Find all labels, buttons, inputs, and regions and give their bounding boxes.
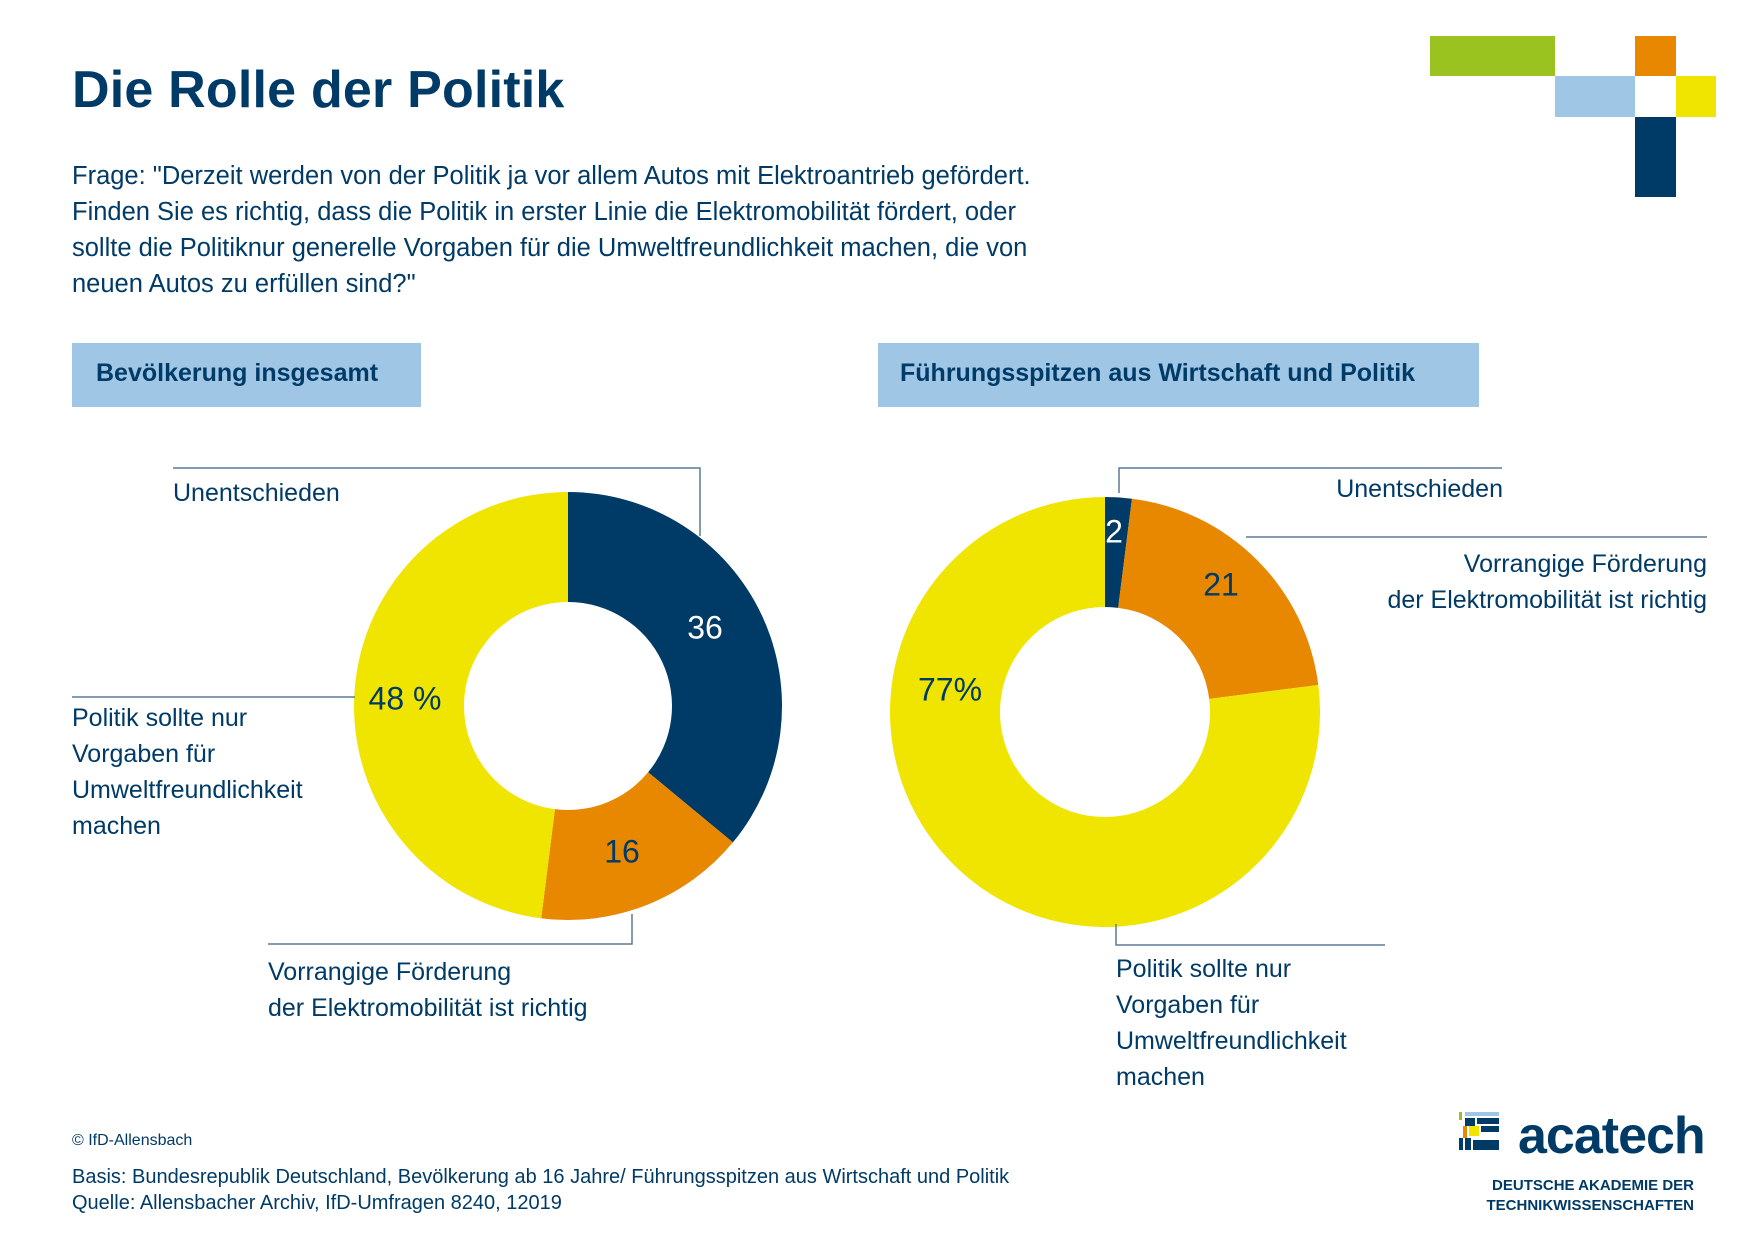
- deco-block-navy: [1635, 117, 1676, 197]
- label-line: Vorrangige Förderung: [268, 958, 512, 986]
- leader-line: [268, 914, 633, 945]
- survey-question: Frage: "Derzeit werden von der Politik j…: [72, 158, 1192, 302]
- label-line: Vorrangige Förderung: [1463, 550, 1707, 578]
- data-label-undecided-leaders: 2: [1105, 513, 1123, 549]
- source-text: Quelle: Allensbacher Archiv, IfD-Umfrage…: [72, 1192, 562, 1214]
- logo-subtitle: DEUTSCHE AKADEMIE DER TECHNIKWISSENSCHAF…: [1482, 1176, 1694, 1216]
- label-undecided-leaders: Unentschieden: [1200, 471, 1503, 507]
- label-line: Umweltfreundlichkeit: [72, 776, 303, 804]
- donut-slice-standards-leaders: [890, 497, 1320, 927]
- decorative-corner-blocks: [1430, 36, 1716, 197]
- deco-block-green: [1430, 36, 1555, 76]
- donut-chart-population: 36 16 48 %: [353, 492, 782, 921]
- acatech-logo-icon: [1459, 1112, 1499, 1150]
- question-line: Finden Sie es richtig, dass die Politik …: [72, 198, 1016, 226]
- donut-slice-undecided-population: [568, 492, 782, 843]
- label-promote-leaders: Vorrangige Förderung der Elektromobilitä…: [1200, 546, 1707, 618]
- leader-lines: [72, 467, 1707, 946]
- basis-text: Basis: Bundesrepublik Deutschland, Bevöl…: [72, 1166, 1010, 1188]
- label-undecided-population: Unentschieden: [173, 475, 340, 511]
- label-line: Vorgaben für: [1116, 991, 1260, 1019]
- donut-slice-undecided-leaders: [1105, 497, 1132, 608]
- label-line: der Elektromobilität ist richtig: [268, 994, 588, 1022]
- deco-block-orange: [1635, 36, 1676, 76]
- label-line: machen: [72, 812, 161, 840]
- donut-chart-leaders: 2 21 77%: [890, 497, 1320, 927]
- data-label-undecided-population: 36: [687, 609, 723, 645]
- deco-block-yellow: [1676, 76, 1716, 117]
- donut-slice-standards-population: [353, 492, 568, 919]
- label-line: Umweltfreundlichkeit: [1116, 1027, 1347, 1055]
- question-line: neuen Autos zu erfüllen sind?": [72, 270, 416, 298]
- donut-slice-promote-population: [541, 772, 733, 921]
- label-promote-population: Vorrangige Förderung der Elektromobilitä…: [268, 954, 588, 1026]
- label-line: der Elektromobilität ist richtig: [1387, 586, 1707, 614]
- question-line: Frage: "Derzeit werden von der Politik j…: [72, 162, 1031, 190]
- source-note: Basis: Bundesrepublik Deutschland, Bevöl…: [72, 1164, 1009, 1216]
- logo-subtitle-line: TECHNIKWISSENSCHAFTEN: [1486, 1197, 1694, 1214]
- label-line: machen: [1116, 1063, 1205, 1091]
- deco-block-lightblue: [1555, 76, 1635, 117]
- data-label-promote-leaders: 21: [1203, 566, 1239, 602]
- data-label-standards-leaders: 77%: [918, 671, 982, 707]
- donut-slice-promote-leaders: [1118, 498, 1319, 699]
- logo-wordmark: acatech: [1518, 1107, 1706, 1165]
- label-line: Unentschieden: [1336, 475, 1503, 503]
- label-line: Politik sollte nur: [1116, 955, 1292, 983]
- label-standards-population: Politik sollte nur Vorgaben für Umweltfr…: [72, 700, 303, 844]
- leader-line: [1118, 467, 1502, 493]
- label-line: Vorgaben für: [72, 740, 216, 768]
- leader-line: [173, 467, 701, 536]
- data-label-standards-population: 48 %: [369, 680, 442, 716]
- data-label-promote-population: 16: [604, 833, 640, 869]
- label-standards-leaders: Politik sollte nur Vorgaben für Umweltfr…: [1116, 951, 1347, 1095]
- page-title: Die Rolle der Politik: [72, 61, 565, 119]
- group-header-population: Bevölkerung insgesamt: [72, 343, 421, 407]
- label-line: Politik sollte nur: [72, 704, 248, 732]
- logo-subtitle-line: DEUTSCHE AKADEMIE DER: [1492, 1177, 1694, 1194]
- group-header-leaders: Führungsspitzen aus Wirtschaft und Polit…: [878, 343, 1479, 407]
- leader-line: [1115, 924, 1385, 946]
- copyright-note: © IfD-Allensbach: [72, 1132, 193, 1149]
- label-line: Unentschieden: [173, 479, 340, 507]
- question-line: sollte die Politiknur generelle Vorgaben…: [72, 234, 1028, 262]
